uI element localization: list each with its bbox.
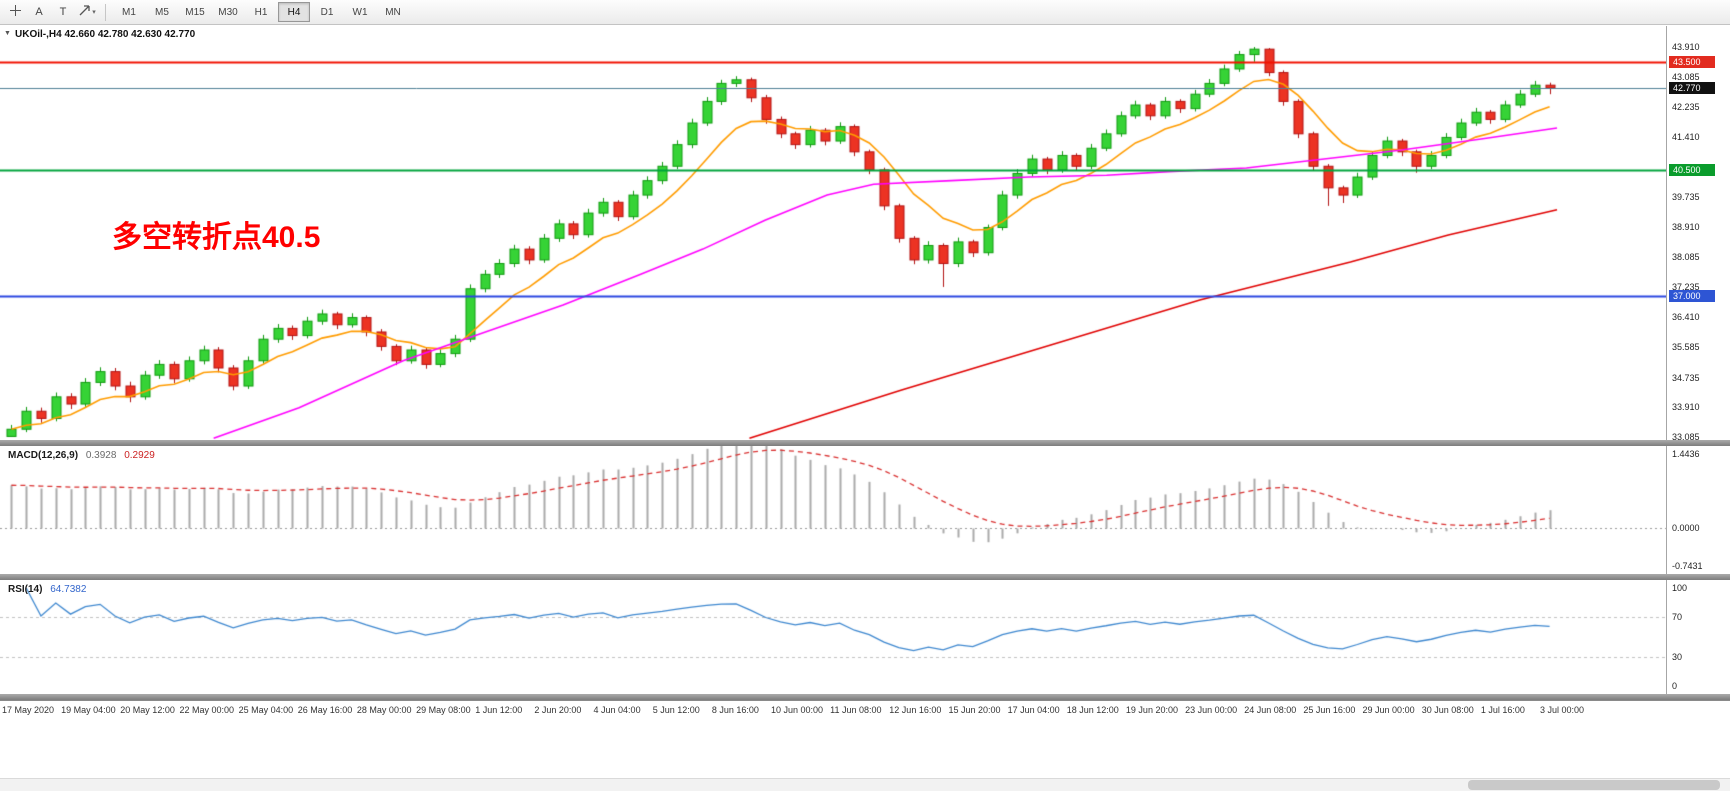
price-scale[interactable]: 43.910 43.085 42.235 41.410 39.735 38.910 38.0… bbox=[1666, 26, 1730, 442]
timeframe-buttons: M1 M5 M15 M30 H1 H4 D1 W1 MN bbox=[113, 2, 409, 22]
rsi-scale: 100 70 30 0 bbox=[1666, 580, 1730, 694]
macd-main-value: 0.3928 bbox=[85, 450, 117, 461]
price-tick: 35.585 bbox=[1672, 341, 1700, 352]
time-axis-label: 10 Jun 00:00 bbox=[771, 705, 824, 715]
price-tick: 38.085 bbox=[1672, 251, 1700, 262]
time-axis-label: 4 Jun 04:00 bbox=[593, 705, 641, 715]
arrow-tool-button[interactable]: ▾ bbox=[76, 2, 98, 23]
main-chart-canvas[interactable] bbox=[0, 26, 1666, 440]
price-tick: 36.410 bbox=[1672, 312, 1700, 323]
time-axis-label: 17 Jun 04:00 bbox=[1007, 705, 1060, 715]
price-tick: 33.085 bbox=[1672, 432, 1700, 442]
chart-title: UKOil-,H4 42.660 42.780 42.630 42.770 bbox=[15, 29, 196, 40]
text-tool-button[interactable]: T bbox=[59, 6, 67, 18]
price-tick: 37.235 bbox=[1672, 282, 1700, 293]
toolbar-separator bbox=[105, 3, 106, 21]
time-axis-label: 2 Jun 20:00 bbox=[534, 705, 582, 715]
text-label-tool-button[interactable]: A bbox=[35, 6, 43, 18]
time-axis-label: 22 May 00:00 bbox=[179, 705, 234, 715]
macd-scale-label: 1.4436 bbox=[1672, 449, 1700, 459]
time-axis-label: 19 May 04:00 bbox=[61, 705, 116, 715]
timeframe-w1-button[interactable]: W1 bbox=[352, 6, 368, 18]
time-axis-label: 29 Jun 00:00 bbox=[1362, 705, 1415, 715]
price-tick: 33.910 bbox=[1672, 402, 1700, 413]
macd-scale: 1.4436 0.0000 -0.7431 bbox=[1666, 446, 1730, 574]
chart-annotation-text[interactable]: 多空转折点40.5 bbox=[112, 221, 321, 254]
rsi-scale-label: 30 bbox=[1672, 651, 1683, 662]
timeframe-m30-button[interactable]: M30 bbox=[218, 6, 238, 18]
time-axis-label: 5 Jun 12:00 bbox=[652, 705, 700, 715]
timeframe-h4-button[interactable]: H4 bbox=[278, 2, 310, 22]
time-axis-label: 1 Jul 16:00 bbox=[1480, 705, 1525, 715]
rsi-label: RSI(14) 64.7382 bbox=[8, 584, 86, 595]
timeframe-m15-button[interactable]: M15 bbox=[185, 6, 205, 18]
macd-label: MACD(12,26,9) 0.3928 0.2929 bbox=[8, 450, 155, 461]
rsi-scale-label: 70 bbox=[1672, 612, 1683, 623]
crosshair-icon bbox=[9, 4, 22, 20]
time-axis-label: 30 Jun 08:00 bbox=[1421, 705, 1474, 715]
macd-panel: 1.4436 0.0000 -0.7431 MACD(12,26,9) 0.3928… bbox=[0, 446, 1730, 574]
macd-scale-label: 0.0000 bbox=[1672, 522, 1700, 533]
time-axis-label: 17 May 2020 bbox=[2, 705, 55, 715]
timeframe-m5-button[interactable]: M5 bbox=[155, 6, 169, 18]
rsi-canvas[interactable] bbox=[0, 580, 1666, 694]
scrollbar-thumb[interactable] bbox=[1468, 780, 1720, 790]
price-badge: 43.500 bbox=[1669, 55, 1715, 68]
timeframe-mn-button[interactable]: MN bbox=[385, 6, 401, 18]
rsi-panel: 100 70 30 0 RSI(14) 64.7382 bbox=[0, 580, 1730, 694]
time-axis-label: 28 May 00:00 bbox=[356, 705, 412, 715]
time-axis-label: 25 May 04:00 bbox=[238, 705, 294, 715]
macd-canvas[interactable] bbox=[0, 446, 1666, 574]
price-tick: 38.910 bbox=[1672, 222, 1700, 233]
chevron-down-icon: ▾ bbox=[92, 9, 96, 16]
price-badge: 42.770 bbox=[1669, 82, 1715, 95]
panel-separator[interactable] bbox=[0, 694, 1730, 700]
price-tick: 41.410 bbox=[1672, 132, 1700, 143]
time-axis-label: 11 Jun 08:00 bbox=[830, 705, 882, 715]
time-axis-label: 3 Jul 00:00 bbox=[1540, 705, 1585, 715]
price-tick: 34.735 bbox=[1672, 372, 1700, 383]
macd-name: MACD(12,26,9) bbox=[8, 450, 79, 461]
time-axis-label: 25 Jun 16:00 bbox=[1303, 705, 1356, 715]
price-tick: 43.910 bbox=[1672, 42, 1700, 52]
time-axis-label: 26 May 16:00 bbox=[297, 705, 353, 715]
price-badge: 37.000 bbox=[1669, 289, 1715, 302]
price-tick: 43.085 bbox=[1672, 71, 1700, 82]
panel-separator[interactable] bbox=[0, 440, 1730, 446]
toolbar: A T ▾ M1 M5 M15 M30 H1 H4 D1 W1 MN bbox=[0, 0, 1730, 25]
horizontal-scrollbar[interactable] bbox=[0, 778, 1730, 791]
macd-signal-value: 0.2929 bbox=[124, 450, 155, 461]
rsi-name: RSI(14) bbox=[8, 584, 43, 595]
time-axis-label: 15 Jun 20:00 bbox=[948, 705, 1001, 715]
time-axis-label: 12 Jun 16:00 bbox=[889, 705, 942, 715]
time-axis-label: 29 May 08:00 bbox=[416, 705, 471, 715]
time-axis-label: 18 Jun 12:00 bbox=[1066, 705, 1119, 715]
time-axis[interactable]: 17 May 2020 19 May 04:00 20 May 12:00 22 Ma… bbox=[0, 700, 1730, 723]
time-axis-label: 19 Jun 20:00 bbox=[1125, 705, 1178, 715]
price-tick: 39.735 bbox=[1672, 192, 1700, 203]
time-axis-label: 20 May 12:00 bbox=[120, 705, 175, 715]
time-axis-label: 8 Jun 16:00 bbox=[711, 705, 759, 715]
rsi-scale-label: 0 bbox=[1672, 681, 1678, 691]
timeframe-d1-button[interactable]: D1 bbox=[320, 6, 334, 18]
price-chart-panel: 43.910 43.085 42.235 41.410 39.735 38.910 38.0… bbox=[0, 26, 1730, 442]
one-click-trading-arrow-icon[interactable]: ▼ bbox=[4, 30, 11, 37]
arrow-icon bbox=[78, 4, 91, 20]
crosshair-tool-button[interactable] bbox=[4, 2, 26, 23]
price-badge: 40.500 bbox=[1669, 163, 1715, 176]
time-axis-label: 1 Jun 12:00 bbox=[475, 705, 523, 715]
macd-scale-label: -0.7431 bbox=[1672, 561, 1703, 571]
time-axis-label: 23 Jun 00:00 bbox=[1185, 705, 1238, 715]
panel-separator[interactable] bbox=[0, 574, 1730, 580]
time-axis-label: 24 Jun 08:00 bbox=[1244, 705, 1297, 715]
rsi-scale-label: 100 bbox=[1672, 583, 1688, 593]
timeframe-m1-button[interactable]: M1 bbox=[122, 6, 136, 18]
timeframe-h1-button[interactable]: H1 bbox=[254, 6, 268, 18]
price-tick: 42.235 bbox=[1672, 102, 1700, 113]
rsi-value: 64.7382 bbox=[50, 584, 87, 595]
